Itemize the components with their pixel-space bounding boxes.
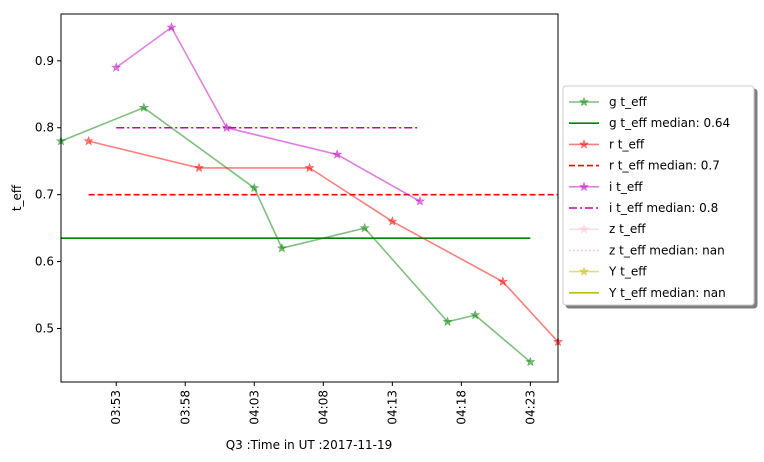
data-point-marker — [525, 356, 536, 367]
x-tick-label: 04:03 — [247, 390, 261, 425]
legend-entry: Y t_eff — [569, 265, 647, 279]
legend-label: r t_eff median: 0.7 — [609, 159, 720, 173]
x-tick-label: 03:58 — [178, 390, 192, 425]
data-point-marker — [387, 216, 398, 226]
data-point-marker — [332, 149, 343, 159]
x-axis-label: Q3 :Time in UT :2017-11-19 — [226, 438, 393, 452]
legend-entry: z t_eff — [569, 222, 646, 236]
data-point-marker — [138, 102, 149, 113]
legend-entry: r t_eff median: 0.7 — [569, 159, 720, 173]
y-axis-label: t_eff — [10, 184, 24, 211]
legend-entry: r t_eff — [569, 137, 645, 151]
data-point-marker — [470, 309, 481, 320]
legend-label: g t_eff — [609, 95, 648, 109]
plot-frame — [60, 13, 559, 383]
data-point-marker — [414, 195, 426, 206]
legend-entry: g t_eff — [569, 95, 648, 109]
x-axis: 03:53 03:58 04:03 04:08 04:13 04:18 04:23 — [109, 382, 537, 425]
y-tick-label: 0.9 — [35, 54, 54, 68]
x-tick-label: 04:18 — [454, 390, 468, 425]
x-tick-label: 03:53 — [109, 390, 123, 425]
legend-entry: z t_eff median: nan — [569, 243, 725, 257]
data-point-marker — [304, 162, 315, 173]
legend-label: Y t_eff median: nan — [608, 286, 726, 300]
y-axis: 0.5 0.6 0.7 0.8 0.9 — [35, 54, 61, 335]
legend-label: z t_eff — [609, 222, 646, 236]
x-tick-label: 04:23 — [523, 390, 537, 425]
data-point-marker — [497, 276, 508, 286]
legend-marker-icon — [578, 223, 590, 234]
legend-entry: Y t_eff median: nan — [569, 286, 726, 300]
data-point-marker — [166, 22, 177, 32]
y-tick-label: 0.5 — [35, 321, 54, 335]
series-line-0 — [60, 106, 531, 363]
legend-marker-icon — [578, 139, 590, 149]
legend-box — [562, 85, 755, 306]
data-point-marker — [359, 222, 370, 233]
legend-marker-icon — [578, 181, 590, 192]
data-point-marker — [111, 62, 122, 72]
data-point-marker — [276, 242, 287, 253]
y-tick-label: 0.8 — [35, 121, 54, 135]
data-point-marker — [249, 182, 260, 193]
legend-entry: i t_eff — [569, 180, 643, 194]
x-tick-label: 04:08 — [316, 390, 330, 425]
legend-label: r t_eff — [609, 137, 645, 151]
legend-marker-icon — [578, 96, 590, 107]
series-line-2 — [88, 140, 559, 343]
x-tick-label: 04:13 — [385, 390, 399, 425]
legend-label: g t_eff median: 0.64 — [609, 116, 730, 130]
legend-entry: i t_eff median: 0.8 — [569, 201, 718, 215]
data-point-marker — [442, 316, 453, 327]
legend-entry: g t_eff median: 0.64 — [569, 116, 730, 130]
series-line-4 — [115, 26, 421, 203]
data-point-marker — [83, 135, 94, 146]
y-tick-label: 0.6 — [35, 255, 54, 269]
legend-label: Y t_eff — [608, 265, 647, 279]
y-tick-label: 0.7 — [35, 188, 54, 202]
legend-label: z t_eff median: nan — [609, 243, 725, 257]
data-point-marker — [193, 162, 205, 173]
plot-series — [55, 22, 564, 367]
data-point-marker — [221, 122, 232, 133]
legend-label: i t_eff — [609, 180, 643, 194]
legend-label: i t_eff median: 0.8 — [609, 201, 718, 215]
legend-marker-icon — [578, 266, 590, 276]
